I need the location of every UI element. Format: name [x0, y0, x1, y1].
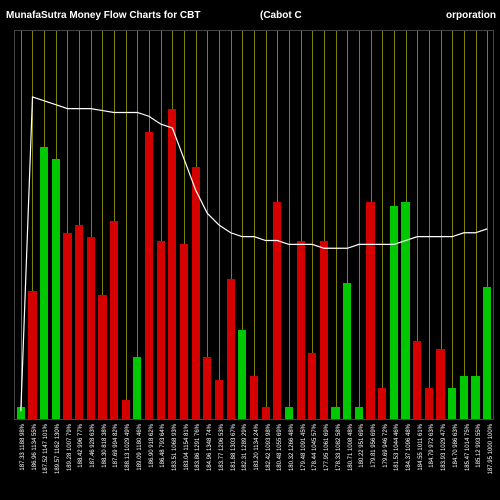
- x-label-slot: 184.79 972 63%: [424, 422, 436, 500]
- x-label-slot: 183.20 1134 24%: [248, 422, 260, 500]
- x-label-slot: 187.33 1188 98%: [14, 422, 26, 500]
- chart-line-overlay: [15, 31, 493, 419]
- x-axis-label: 187.95 1000 100%: [488, 424, 494, 474]
- x-label-slot: 179.69 946 72%: [377, 422, 389, 500]
- x-label-slot: 185.47 1014 75%: [459, 422, 471, 500]
- chart-container: MunafaSutra Money Flow Charts for CBT (C…: [0, 0, 500, 500]
- x-label-slot: 189.57 1162 130%: [49, 422, 61, 500]
- x-label-slot: 180.32 1266 48%: [283, 422, 295, 500]
- x-label-slot: 180.48 1055 69%: [271, 422, 283, 500]
- x-label-slot: 182.42 1093 98%: [260, 422, 272, 500]
- x-label-slot: 187.69 994 82%: [108, 422, 120, 500]
- x-label-slot: 189.28 1007 79%: [61, 422, 73, 500]
- x-label-slot: 187.46 928 63%: [84, 422, 96, 500]
- chart-plot-area: [14, 30, 494, 420]
- title-bar: MunafaSutra Money Flow Charts for CBT (C…: [0, 0, 500, 30]
- title-left: MunafaSutra Money Flow Charts for CBT: [6, 10, 200, 21]
- x-label-slot: 186.96 1134 55%: [26, 422, 38, 500]
- title-mid: (Cabot C: [260, 10, 302, 21]
- x-label-slot: 183.93 1029 47%: [435, 422, 447, 500]
- x-label-slot: 186.48 793 64%: [154, 422, 166, 500]
- x-label-slot: 187.52 1147 101%: [37, 422, 49, 500]
- x-label-slot: 188.30 818 38%: [96, 422, 108, 500]
- x-label-slot: 179.48 1091 45%: [295, 422, 307, 500]
- x-label-slot: 182.31 1289 29%: [236, 422, 248, 500]
- x-label-slot: 181.88 1303 67%: [225, 422, 237, 500]
- x-label-slot: 189.09 1180 46%: [131, 422, 143, 500]
- x-label-slot: 183.86 1291 76%: [190, 422, 202, 500]
- x-label-slot: 185.12 993 55%: [470, 422, 482, 500]
- x-label-slot: 188.13 1029 49%: [119, 422, 131, 500]
- chart-x-axis-labels: 187.33 1188 98%186.96 1134 55%187.52 114…: [14, 422, 494, 500]
- title-right: orporation: [446, 10, 496, 21]
- x-label-slot: 183.51 1068 93%: [166, 422, 178, 500]
- x-label-slot: 179.81 956 69%: [365, 422, 377, 500]
- x-label-slot: 183.77 1206 53%: [213, 422, 225, 500]
- x-label-slot: 184.96 1348 74%: [201, 422, 213, 500]
- x-label-slot: 177.95 1061 69%: [318, 422, 330, 500]
- x-label-slot: 178.44 1045 57%: [307, 422, 319, 500]
- x-label-slot: 183.04 1154 81%: [178, 422, 190, 500]
- x-label-slot: 184.55 1011 61%: [412, 422, 424, 500]
- x-label-slot: 180.71 1008 48%: [342, 422, 354, 500]
- x-label-slot: 187.95 1000 100%: [482, 422, 494, 500]
- x-label-slot: 184.37 1096 48%: [400, 422, 412, 500]
- x-label-slot: 180.22 951 69%: [353, 422, 365, 500]
- money-flow-line: [21, 97, 487, 411]
- x-label-slot: 184.70 986 63%: [447, 422, 459, 500]
- x-label-slot: 178.33 1082 58%: [330, 422, 342, 500]
- x-label-slot: 188.42 996 77%: [73, 422, 85, 500]
- x-label-slot: 186.90 918 62%: [143, 422, 155, 500]
- x-label-slot: 181.53 1044 46%: [389, 422, 401, 500]
